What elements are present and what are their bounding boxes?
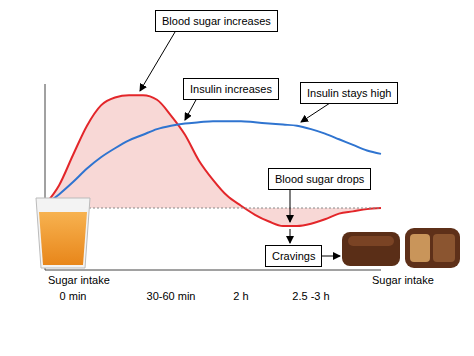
html-text:Insulin increases: Insulin increases (190, 83, 272, 95)
svg-text:2.5 -3 h: 2.5 -3 h (292, 290, 329, 302)
html-text:Blood sugar increases: Blood sugar increases (162, 15, 271, 27)
html-text:Blood sugar drops: Blood sugar drops (275, 173, 365, 185)
svg-text:30-60 min: 30-60 min (147, 290, 196, 302)
svg-text:0 min: 0 min (60, 290, 87, 302)
html-text:Sugar intake: Sugar intake (48, 274, 110, 286)
svg-text:2 h: 2 h (233, 290, 248, 302)
html-text:Cravings: Cravings (272, 250, 316, 262)
html-text:Insulin stays high: Insulin stays high (307, 87, 392, 99)
html-text:Sugar intake: Sugar intake (372, 274, 434, 286)
